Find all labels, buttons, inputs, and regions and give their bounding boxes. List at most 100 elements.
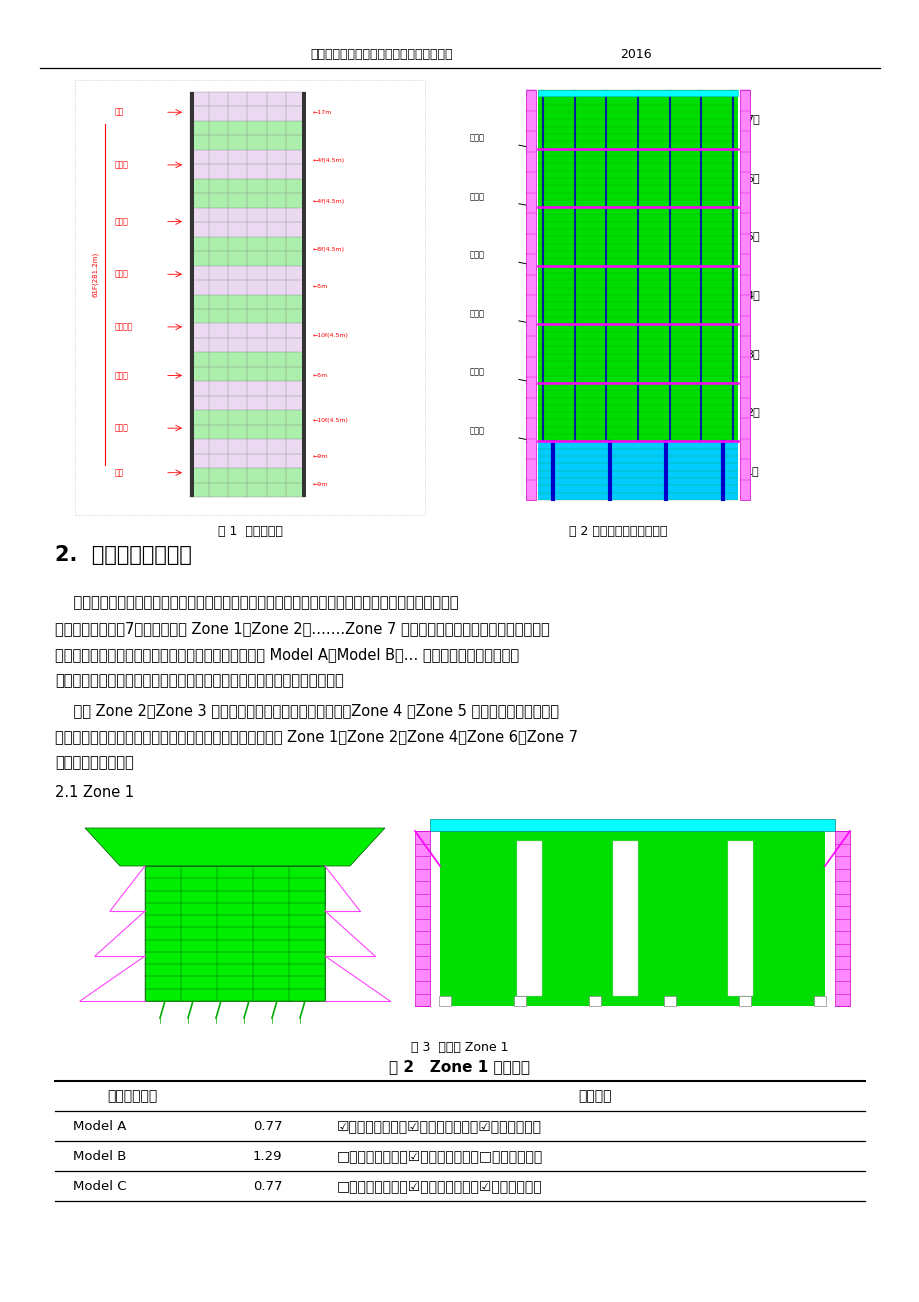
Bar: [538, 383, 737, 441]
Text: Model C: Model C: [73, 1180, 127, 1193]
Text: 4区: 4区: [745, 290, 759, 299]
Text: 约束情况、次要构件考虑情况进行计算对比，各模型以 Model A，Model B，… 命名。需要说明的是，在: 约束情况、次要构件考虑情况进行计算对比，各模型以 Model A，Model B…: [55, 647, 518, 661]
Text: 办公区: 办公区: [115, 270, 129, 279]
Text: 商业: 商业: [115, 469, 124, 478]
Bar: [190, 439, 305, 469]
Text: 6区: 6区: [745, 173, 759, 182]
Text: 图 1  建筑剖面图: 图 1 建筑剖面图: [217, 525, 282, 538]
Bar: [190, 92, 305, 497]
Text: 办公区: 办公区: [115, 371, 129, 380]
Bar: [739, 90, 749, 500]
Bar: [190, 237, 305, 266]
Text: ←9m: ←9m: [312, 482, 328, 487]
Text: 腰桁架: 腰桁架: [470, 427, 484, 435]
Text: ←5m: ←5m: [312, 284, 328, 289]
Text: 2.  对分区模型的研究: 2. 对分区模型的研究: [55, 546, 192, 565]
Text: 2区: 2区: [745, 408, 759, 417]
Text: 1区: 1区: [745, 466, 759, 475]
Bar: [145, 866, 324, 1001]
Text: 0.77: 0.77: [253, 1120, 282, 1133]
Text: 0.77: 0.77: [253, 1180, 282, 1193]
Text: 图 3  子模型 Zone 1: 图 3 子模型 Zone 1: [411, 1042, 508, 1055]
Text: 避难层: 避难层: [115, 423, 129, 432]
Text: 办公区: 办公区: [115, 160, 129, 169]
Text: 腰桁架: 腰桁架: [470, 134, 484, 143]
Bar: [588, 996, 600, 1006]
Text: 避难层: 避难层: [115, 217, 129, 227]
Text: 各模型中，一般层的楼板作用作为安全余量，在弹性屈曲分析中均不考虑。: 各模型中，一般层的楼板作用作为安全余量，在弹性屈曲分析中均不考虑。: [55, 673, 344, 687]
Bar: [410, 816, 854, 1021]
Bar: [538, 441, 737, 500]
Text: 腰桁架: 腰桁架: [470, 310, 484, 318]
Bar: [190, 410, 305, 439]
Bar: [439, 831, 824, 1006]
Bar: [190, 92, 194, 497]
Text: ←4f(4.5m): ←4f(4.5m): [312, 159, 345, 163]
Bar: [190, 150, 305, 178]
Text: 2.1 Zone 1: 2.1 Zone 1: [55, 785, 134, 799]
Text: 5区: 5区: [745, 232, 759, 241]
Text: 61F(281.2m): 61F(281.2m): [92, 251, 98, 297]
Text: Model A: Model A: [73, 1120, 126, 1133]
Bar: [538, 207, 737, 266]
Text: 1.29: 1.29: [253, 1150, 282, 1163]
Bar: [538, 90, 737, 148]
Text: □腰桁架层楼板、☑腰桁架层主梁、☑腰桁架层次梁: □腰桁架层楼板、☑腰桁架层主梁、☑腰桁架层次梁: [336, 1180, 542, 1193]
Text: 布置，各取其一；同时，为节省篇幅，以下仅给出分区模型 Zone 1、Zone 2、Zone 4、Zone 6、Zone 7: 布置，各取其一；同时，为节省篇幅，以下仅给出分区模型 Zone 1、Zone 2…: [55, 729, 577, 743]
Bar: [190, 208, 305, 237]
Text: 腰桁架: 腰桁架: [470, 193, 484, 201]
Bar: [516, 841, 541, 996]
Text: 7区: 7区: [745, 115, 759, 124]
Text: 2016: 2016: [619, 48, 651, 61]
Text: 腰桁架: 腰桁架: [470, 368, 484, 376]
Text: 将整体模型划分为7个子模型，以 Zone 1，Zone 2，…….Zone 7 命名。对每个子模型，分别根据不同的: 将整体模型划分为7个子模型，以 Zone 1，Zone 2，…….Zone 7 …: [55, 621, 550, 635]
Text: 表 2   Zone 1 计算结果: 表 2 Zone 1 计算结果: [389, 1059, 530, 1074]
Bar: [526, 90, 536, 500]
Text: ←10f(4.5m): ←10f(4.5m): [312, 332, 348, 337]
Text: ←9m: ←9m: [312, 454, 328, 460]
Bar: [190, 266, 305, 294]
Text: ←4f(4.5m): ←4f(4.5m): [312, 199, 345, 204]
Bar: [612, 841, 637, 996]
Text: 第二十四届全国高层建筑结构学术会议论文: 第二十四届全国高层建筑结构学术会议论文: [310, 48, 452, 61]
Text: 空中大堂: 空中大堂: [115, 323, 133, 332]
Bar: [727, 841, 752, 996]
Text: 模型说明: 模型说明: [578, 1088, 611, 1103]
Text: 3区: 3区: [745, 349, 759, 358]
Bar: [538, 148, 737, 207]
Bar: [414, 831, 429, 1006]
Bar: [438, 996, 450, 1006]
Bar: [738, 996, 750, 1006]
Text: ←5m: ←5m: [312, 372, 328, 378]
Text: 图 2 结构竖向布置及分区图: 图 2 结构竖向布置及分区图: [568, 525, 666, 538]
Polygon shape: [85, 828, 384, 866]
Text: ←8f(4.5m): ←8f(4.5m): [312, 247, 345, 253]
Bar: [190, 178, 305, 208]
Bar: [538, 324, 737, 383]
Bar: [190, 469, 305, 497]
Text: 计算长度系数: 计算长度系数: [108, 1088, 157, 1103]
Text: 由于 Zone 2、Zone 3 均采用双向非封闭腹桁架结构布置；Zone 4 、Zone 5 均采用双向封闭腹桁架: 由于 Zone 2、Zone 3 均采用双向非封闭腹桁架结构布置；Zone 4 …: [55, 703, 559, 717]
Bar: [813, 996, 825, 1006]
Bar: [190, 294, 305, 323]
Text: 的多模型对比结果。: 的多模型对比结果。: [55, 755, 133, 769]
Text: 裙房: 裙房: [115, 108, 124, 117]
Text: 先对分区模型进行研究，为方便讨论外框柱计算长度的影响因素，暂以腰桁架为界，从下至上按区域: 先对分区模型进行研究，为方便讨论外框柱计算长度的影响因素，暂以腰桁架为界，从下至…: [55, 595, 458, 611]
Bar: [514, 996, 526, 1006]
Text: Model B: Model B: [73, 1150, 126, 1163]
Bar: [190, 121, 305, 150]
Bar: [190, 323, 305, 353]
Bar: [538, 90, 737, 96]
Bar: [190, 381, 305, 410]
Text: 腰桁架: 腰桁架: [470, 251, 484, 259]
Bar: [538, 266, 737, 324]
Text: ←10f(4.5m): ←10f(4.5m): [312, 418, 348, 423]
Bar: [429, 819, 834, 831]
Text: □腰桁架层楼板、☑腰桁架层主梁、□腰桁架层次梁: □腰桁架层楼板、☑腰桁架层主梁、□腰桁架层次梁: [336, 1148, 542, 1163]
Bar: [664, 996, 675, 1006]
Text: ←17m: ←17m: [312, 109, 332, 115]
Bar: [190, 353, 305, 381]
Bar: [834, 831, 849, 1006]
Bar: [301, 92, 306, 497]
Text: ☑腰桁架层楼板、☑腰桁架层主梁、☑腰桁架层次梁: ☑腰桁架层楼板、☑腰桁架层主梁、☑腰桁架层次梁: [336, 1118, 541, 1133]
